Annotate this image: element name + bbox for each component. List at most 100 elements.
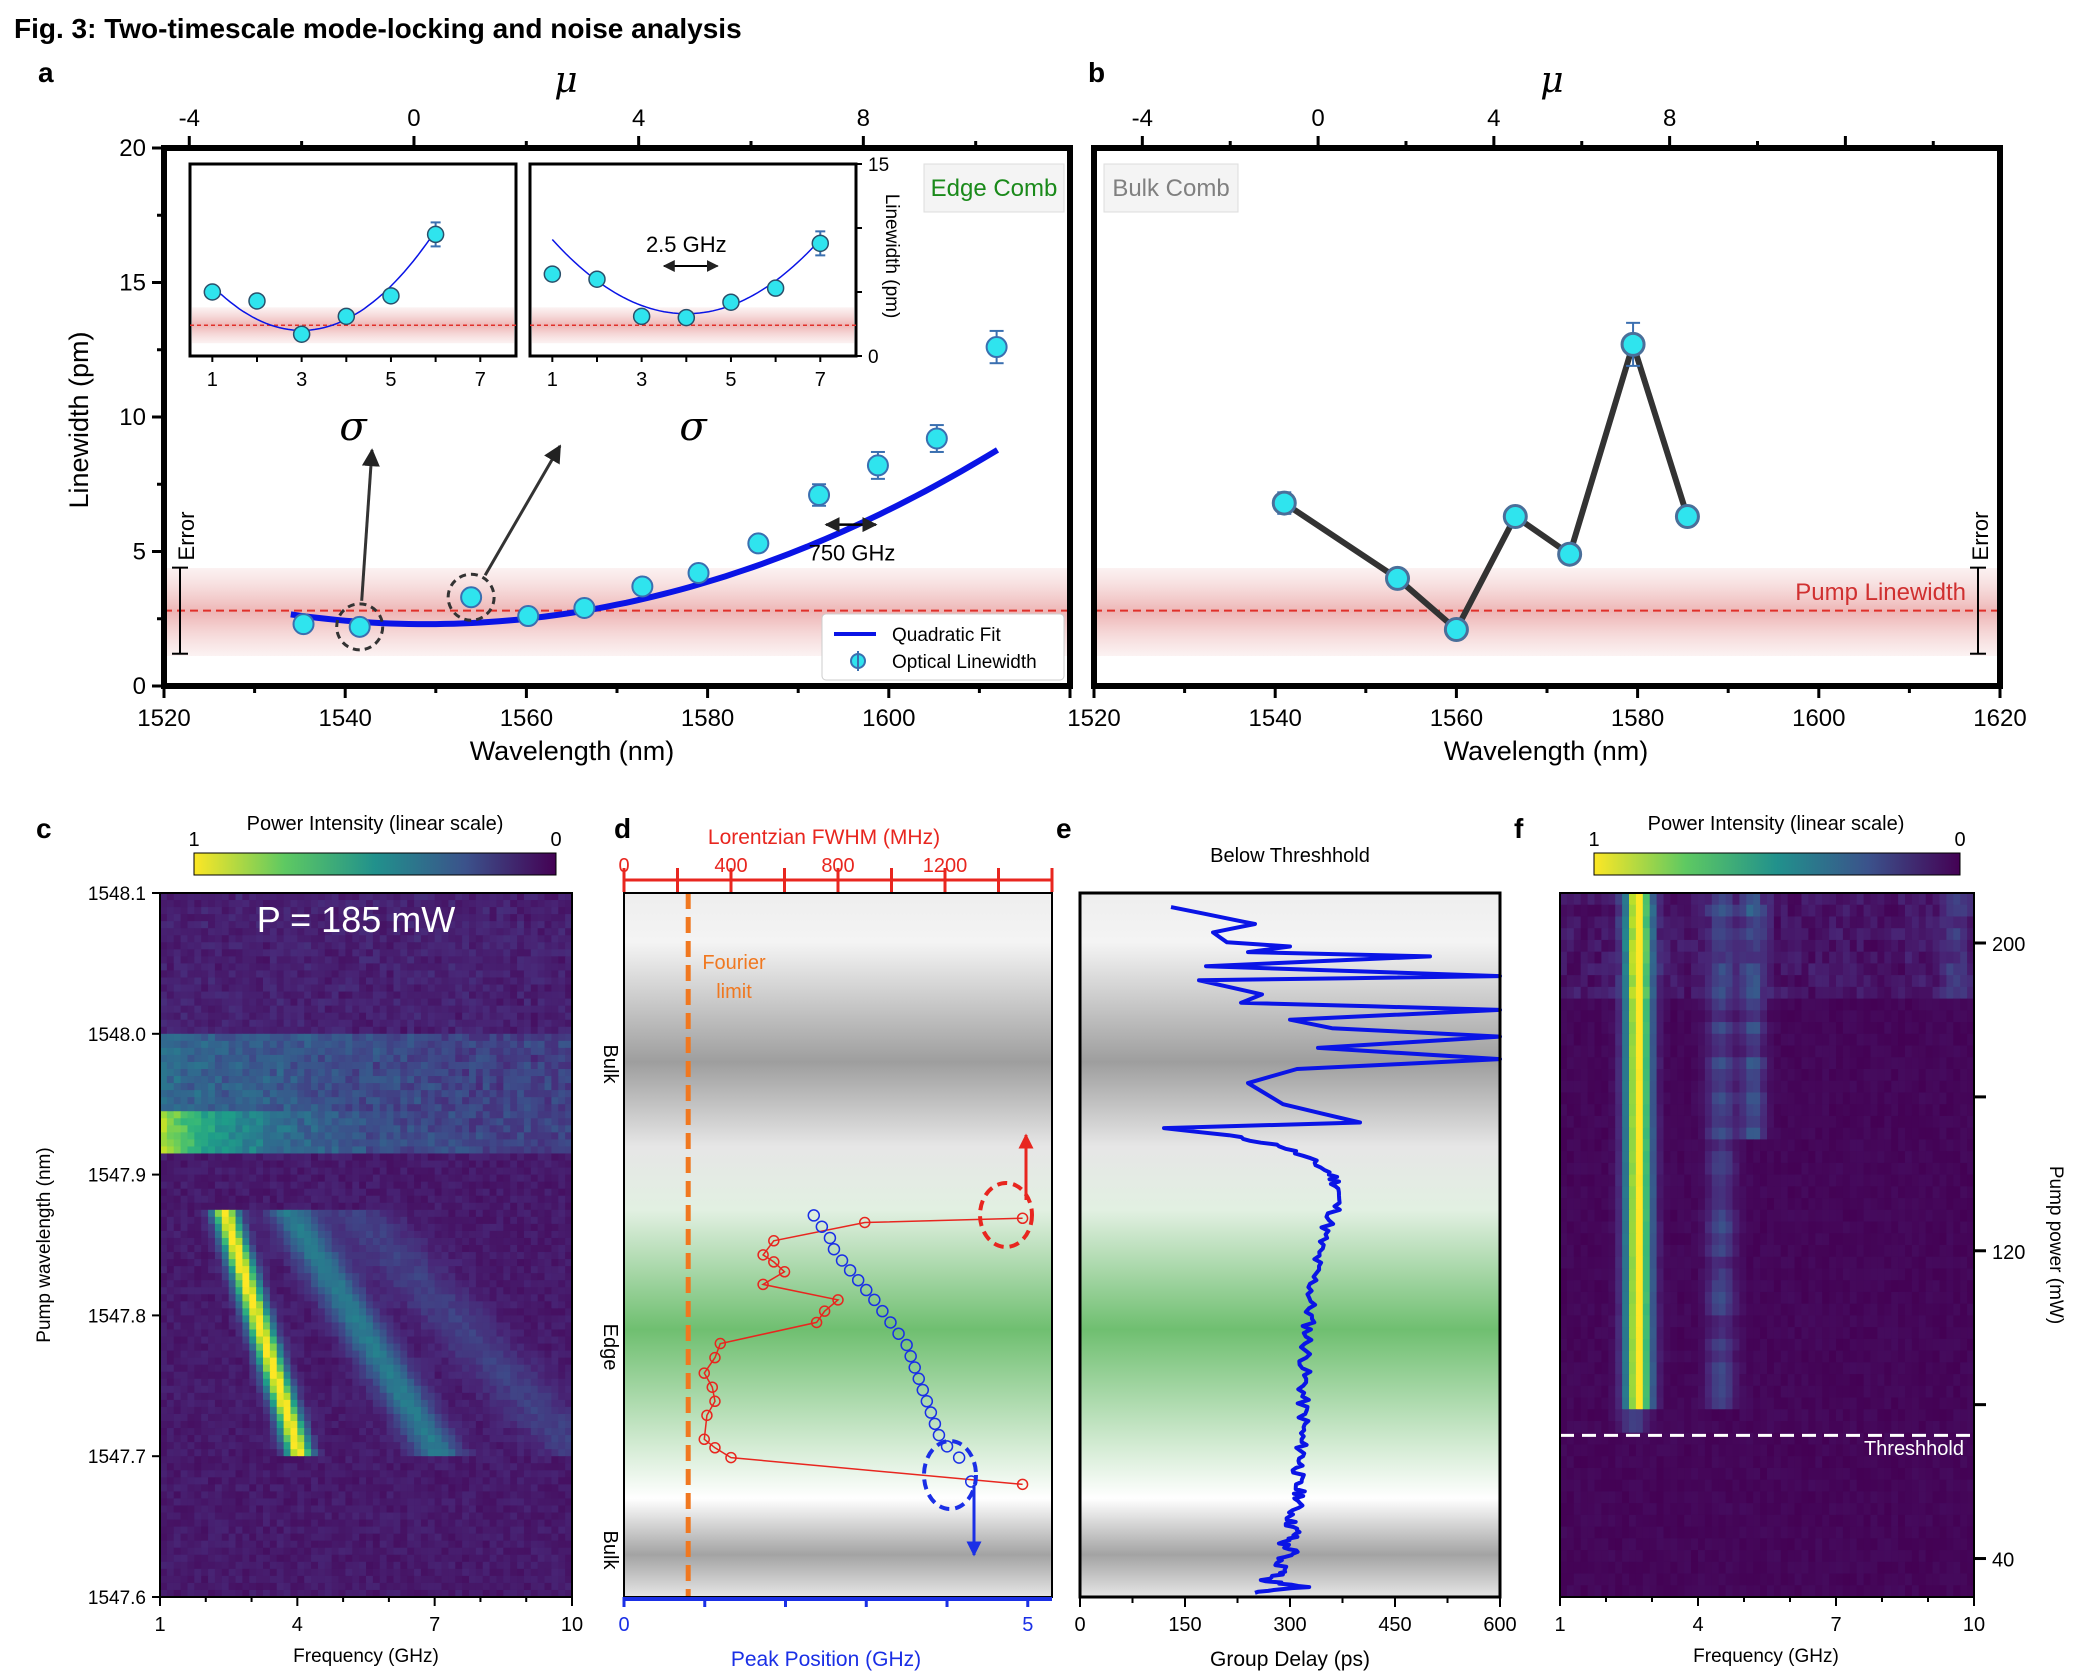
heatmap-cell xyxy=(455,1188,463,1197)
heatmap-cell xyxy=(187,1139,195,1148)
heatmap-cell xyxy=(420,1350,429,1359)
heatmap-cell xyxy=(208,1259,216,1267)
heatmap-cell xyxy=(517,1118,525,1126)
heatmap-cell xyxy=(304,1111,312,1119)
heatmap-cell xyxy=(256,1428,264,1436)
heatmap-cell xyxy=(180,935,189,943)
heatmap-cell xyxy=(366,1188,374,1197)
heatmap-cell xyxy=(489,1167,498,1176)
heatmap-cell xyxy=(530,1083,539,1091)
heatmap-cell xyxy=(311,1125,319,1133)
heatmap-cell xyxy=(345,1315,353,1324)
heatmap-cell xyxy=(523,1111,532,1119)
heatmap-cell xyxy=(414,1371,422,1380)
heatmap-cell xyxy=(338,1012,346,1021)
heatmap-cell xyxy=(372,1322,381,1331)
heatmap-cell xyxy=(283,1329,292,1338)
optical-linewidth-point xyxy=(348,615,371,638)
heatmap-cell xyxy=(475,1378,484,1387)
heatmap-cell xyxy=(214,1054,223,1063)
heatmap-cell xyxy=(475,1005,484,1014)
heatmap-cell xyxy=(400,1350,408,1359)
heatmap-cell xyxy=(187,1188,195,1197)
heatmap-cell xyxy=(379,1399,388,1408)
heatmap-cell xyxy=(263,1076,271,1084)
heatmap-cell xyxy=(187,1104,195,1112)
heatmap-cell xyxy=(407,1435,415,1443)
heatmap-cell xyxy=(455,1392,463,1401)
heatmap-cell xyxy=(160,935,168,943)
heatmap-cell xyxy=(324,1069,333,1077)
heatmap-cell xyxy=(194,1294,202,1302)
heatmap-cell xyxy=(160,1090,168,1098)
heatmap-cell xyxy=(269,1047,278,1056)
inset-x-tick-label: 3 xyxy=(296,369,307,391)
heatmap-cell xyxy=(228,1195,237,1204)
heatmap-cell xyxy=(187,1223,195,1232)
heatmap-cell xyxy=(221,1428,230,1436)
heatmap-cell xyxy=(304,1428,312,1436)
heatmap-cell xyxy=(448,1061,456,1070)
heatmap-cell xyxy=(352,1188,360,1197)
heatmap-cell xyxy=(469,907,477,915)
heatmap-cell xyxy=(297,1069,305,1077)
heatmap-cell xyxy=(166,1111,175,1119)
heatmap-cell xyxy=(496,1019,504,1028)
heatmap-cell xyxy=(359,1083,367,1091)
heatmap-cell xyxy=(331,1125,340,1133)
heatmap-cell xyxy=(510,991,518,1000)
heatmap-cell xyxy=(263,1083,271,1091)
heatmap-cell xyxy=(221,1216,230,1225)
heatmap-cell xyxy=(221,1294,230,1302)
heatmap-cell xyxy=(276,1118,285,1126)
heatmap-cell xyxy=(489,956,498,964)
heatmap-cell xyxy=(269,907,278,915)
heatmap-cell xyxy=(345,963,353,972)
heatmap-cell xyxy=(510,1399,518,1408)
heatmap-cell xyxy=(503,1111,511,1119)
heatmap-cell xyxy=(448,991,456,1000)
heatmap-cell xyxy=(269,1428,278,1436)
inset-pointer-arrow xyxy=(360,448,380,601)
heatmap-cell xyxy=(551,1294,559,1302)
heatmap-cell xyxy=(324,1266,333,1274)
heatmap-cell xyxy=(201,928,209,936)
heatmap-cell xyxy=(269,1399,278,1408)
heatmap-cell xyxy=(331,949,340,957)
heatmap-cell xyxy=(372,1118,381,1126)
heatmap-cell xyxy=(496,1336,504,1345)
heatmap-cell xyxy=(455,1139,463,1148)
heatmap-cell xyxy=(523,1280,532,1288)
heatmap-cell xyxy=(338,893,346,901)
heatmap-cell xyxy=(386,1392,395,1401)
heatmap-cell xyxy=(324,1223,333,1232)
heatmap-cell xyxy=(214,1392,223,1401)
heatmap-cell xyxy=(462,1202,470,1211)
heatmap-cell xyxy=(359,1069,367,1077)
heatmap-cell xyxy=(379,984,388,993)
heatmap-cell xyxy=(372,1181,381,1190)
heatmap-cell xyxy=(414,1167,422,1176)
heatmap-cell xyxy=(214,1047,223,1056)
heatmap-cell xyxy=(276,1336,285,1345)
heatmap-cell xyxy=(523,1118,532,1126)
heatmap-cell xyxy=(173,1442,182,1450)
heatmap-cell xyxy=(249,1026,257,1035)
heatmap-cell xyxy=(565,1378,573,1387)
heatmap-cell xyxy=(530,1357,539,1366)
heatmap-cell xyxy=(386,1076,395,1084)
heatmap-cell xyxy=(352,991,360,1000)
heatmap-cell xyxy=(523,1308,532,1316)
heatmap-cell xyxy=(228,1167,237,1176)
heatmap-cell xyxy=(338,1350,346,1359)
heatmap-cell xyxy=(352,1421,360,1429)
heatmap-cell xyxy=(496,1237,504,1246)
heatmap-cell xyxy=(331,1188,340,1197)
heatmap-cell xyxy=(317,1209,326,1218)
heatmap-cell xyxy=(366,1160,374,1169)
heatmap-cell xyxy=(160,970,168,979)
bulk-linewidth-point xyxy=(1443,617,1469,643)
heatmap-cell xyxy=(263,1026,271,1035)
heatmap-cell xyxy=(517,1259,525,1267)
heatmap-cell xyxy=(269,1371,278,1380)
